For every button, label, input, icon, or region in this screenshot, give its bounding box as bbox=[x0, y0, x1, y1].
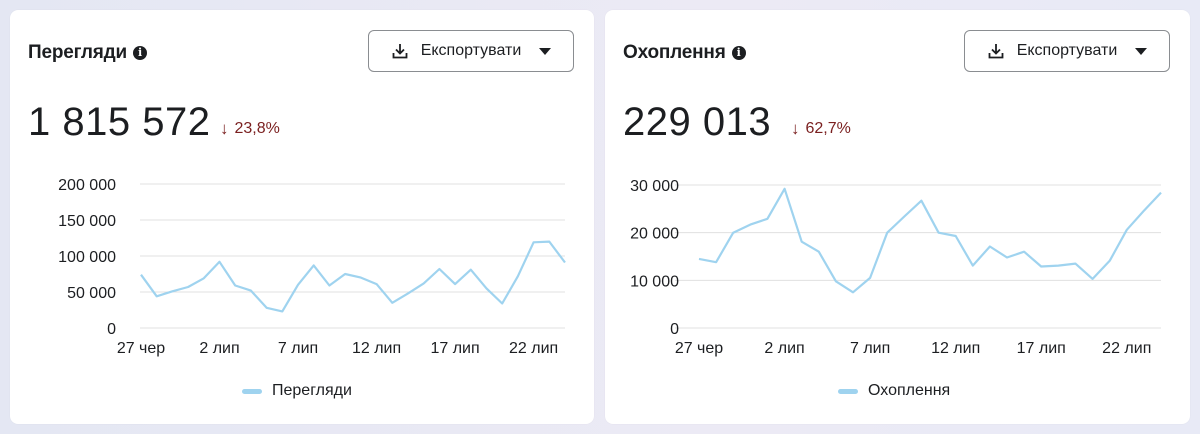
card-title: Перегляди i bbox=[28, 42, 147, 64]
legend-label: Охоплення bbox=[868, 382, 951, 399]
caret-down-icon bbox=[1135, 47, 1148, 55]
series-line[interactable] bbox=[140, 240, 566, 313]
x-tick-label: 12 лип bbox=[352, 340, 401, 357]
legend-swatch bbox=[242, 388, 262, 394]
reach-line-chart: 30 000 20 000 10 000 0 27 чер 2 лип 7 лип 12 ли… bbox=[630, 178, 1162, 357]
x-tick-label: 12 лип bbox=[931, 340, 980, 357]
card-title: Охоплення i bbox=[623, 42, 746, 64]
export-label: Експортувати bbox=[420, 42, 522, 59]
reach-card: Охоплення i Експортувати 229 013 ↓ 62,7%… bbox=[605, 10, 1190, 424]
x-tick-label: 7 лип bbox=[850, 340, 890, 357]
x-tick-label: 22 лип bbox=[509, 340, 558, 357]
export-button[interactable]: Експортувати bbox=[964, 30, 1170, 72]
export-button[interactable]: Експортувати bbox=[368, 30, 574, 72]
y-tick-label: 0 bbox=[670, 321, 679, 338]
change-indicator: ↓ 23,8% bbox=[220, 119, 280, 139]
y-tick-label: 200 000 bbox=[58, 177, 116, 194]
legend-label: Перегляди bbox=[272, 382, 352, 399]
x-tick-label: 27 чер bbox=[117, 340, 165, 357]
change-indicator: ↓ 62,7% bbox=[791, 119, 851, 139]
card-title-text: Охоплення bbox=[623, 42, 726, 63]
views-card: Перегляди i Експортувати 1 815 572 ↓ 23,… bbox=[10, 10, 594, 424]
download-icon bbox=[988, 44, 1004, 59]
y-tick-label: 10 000 bbox=[630, 273, 679, 290]
card-title-text: Перегляди bbox=[28, 42, 127, 63]
arrow-down-icon: ↓ bbox=[220, 119, 229, 138]
total-reach: 229 013 bbox=[623, 100, 772, 144]
x-tick-label: 17 лип bbox=[430, 340, 479, 357]
y-tick-label: 150 000 bbox=[58, 213, 116, 230]
info-circle-icon[interactable]: i bbox=[731, 46, 746, 60]
legend-swatch bbox=[838, 388, 858, 394]
x-tick-label: 2 лип bbox=[199, 340, 239, 357]
views-line-chart: 200 000 150 000 100 000 50 000 027 чер 2 лип 7… bbox=[58, 177, 566, 357]
x-tick-label: 22 лип bbox=[1102, 340, 1151, 357]
series-line[interactable] bbox=[698, 187, 1162, 294]
info-circle-icon[interactable]: i bbox=[132, 46, 147, 60]
y-tick-label: 30 000 bbox=[630, 178, 679, 195]
chart-legend[interactable]: Охоплення bbox=[838, 382, 950, 400]
y-tick-label: 0 bbox=[107, 321, 116, 338]
change-value: 62,7% bbox=[805, 120, 851, 137]
change-value: 23,8% bbox=[234, 120, 280, 137]
chart-legend[interactable]: Перегляди bbox=[242, 382, 352, 400]
x-tick-label: 7 лип bbox=[278, 340, 318, 357]
export-label: Експортувати bbox=[1016, 42, 1118, 59]
y-tick-label: 50 000 bbox=[67, 285, 116, 302]
x-tick-label: 17 лип bbox=[1017, 340, 1066, 357]
x-tick-label: 27 чер bbox=[675, 340, 723, 357]
x-tick-label: 2 лип bbox=[764, 340, 804, 357]
y-tick-label: 100 000 bbox=[58, 249, 116, 266]
caret-down-icon bbox=[539, 47, 552, 55]
total-views: 1 815 572 bbox=[28, 100, 211, 144]
y-tick-label: 20 000 bbox=[630, 226, 679, 243]
arrow-down-icon: ↓ bbox=[791, 119, 800, 138]
download-icon bbox=[392, 44, 408, 59]
